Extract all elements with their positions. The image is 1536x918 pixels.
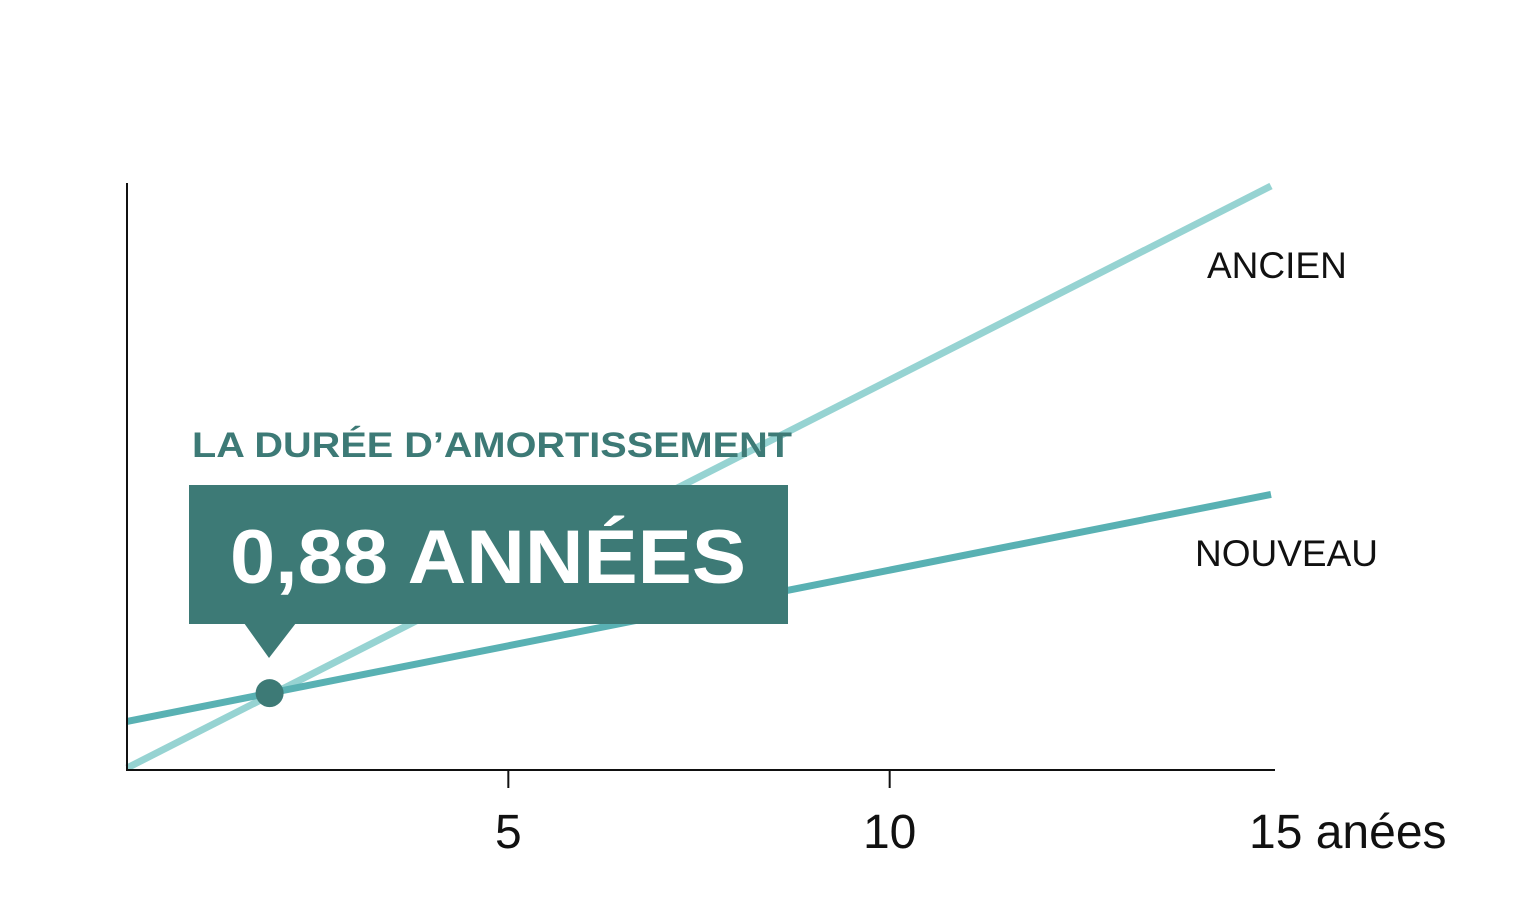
callout-box: [189, 485, 788, 624]
series-label-ancien: ANCIEN: [1207, 245, 1347, 286]
series-layer: [125, 182, 1273, 772]
callout-pointer: [244, 623, 296, 658]
x-tick-label-15: 15 anées: [1249, 806, 1447, 859]
payback-callout: LA DURÉE D’AMORTISSEMENT 0,88 ANNÉES: [189, 425, 792, 708]
series-line-ancien: [125, 182, 1273, 772]
callout-value: 0,88 ANNÉES: [230, 515, 746, 600]
x-tick-label-5: 5: [495, 806, 522, 859]
x-ticks: 5 10 15 anées: [495, 770, 1447, 859]
callout-heading: LA DURÉE D’AMORTISSEMENT: [192, 425, 792, 465]
series-labels: ANCIEN NOUVEAU: [1195, 245, 1378, 574]
axes: [126, 183, 1275, 771]
intersection-marker: [255, 679, 284, 708]
x-tick-label-10: 10: [863, 806, 916, 859]
series-label-nouveau: NOUVEAU: [1195, 533, 1378, 574]
